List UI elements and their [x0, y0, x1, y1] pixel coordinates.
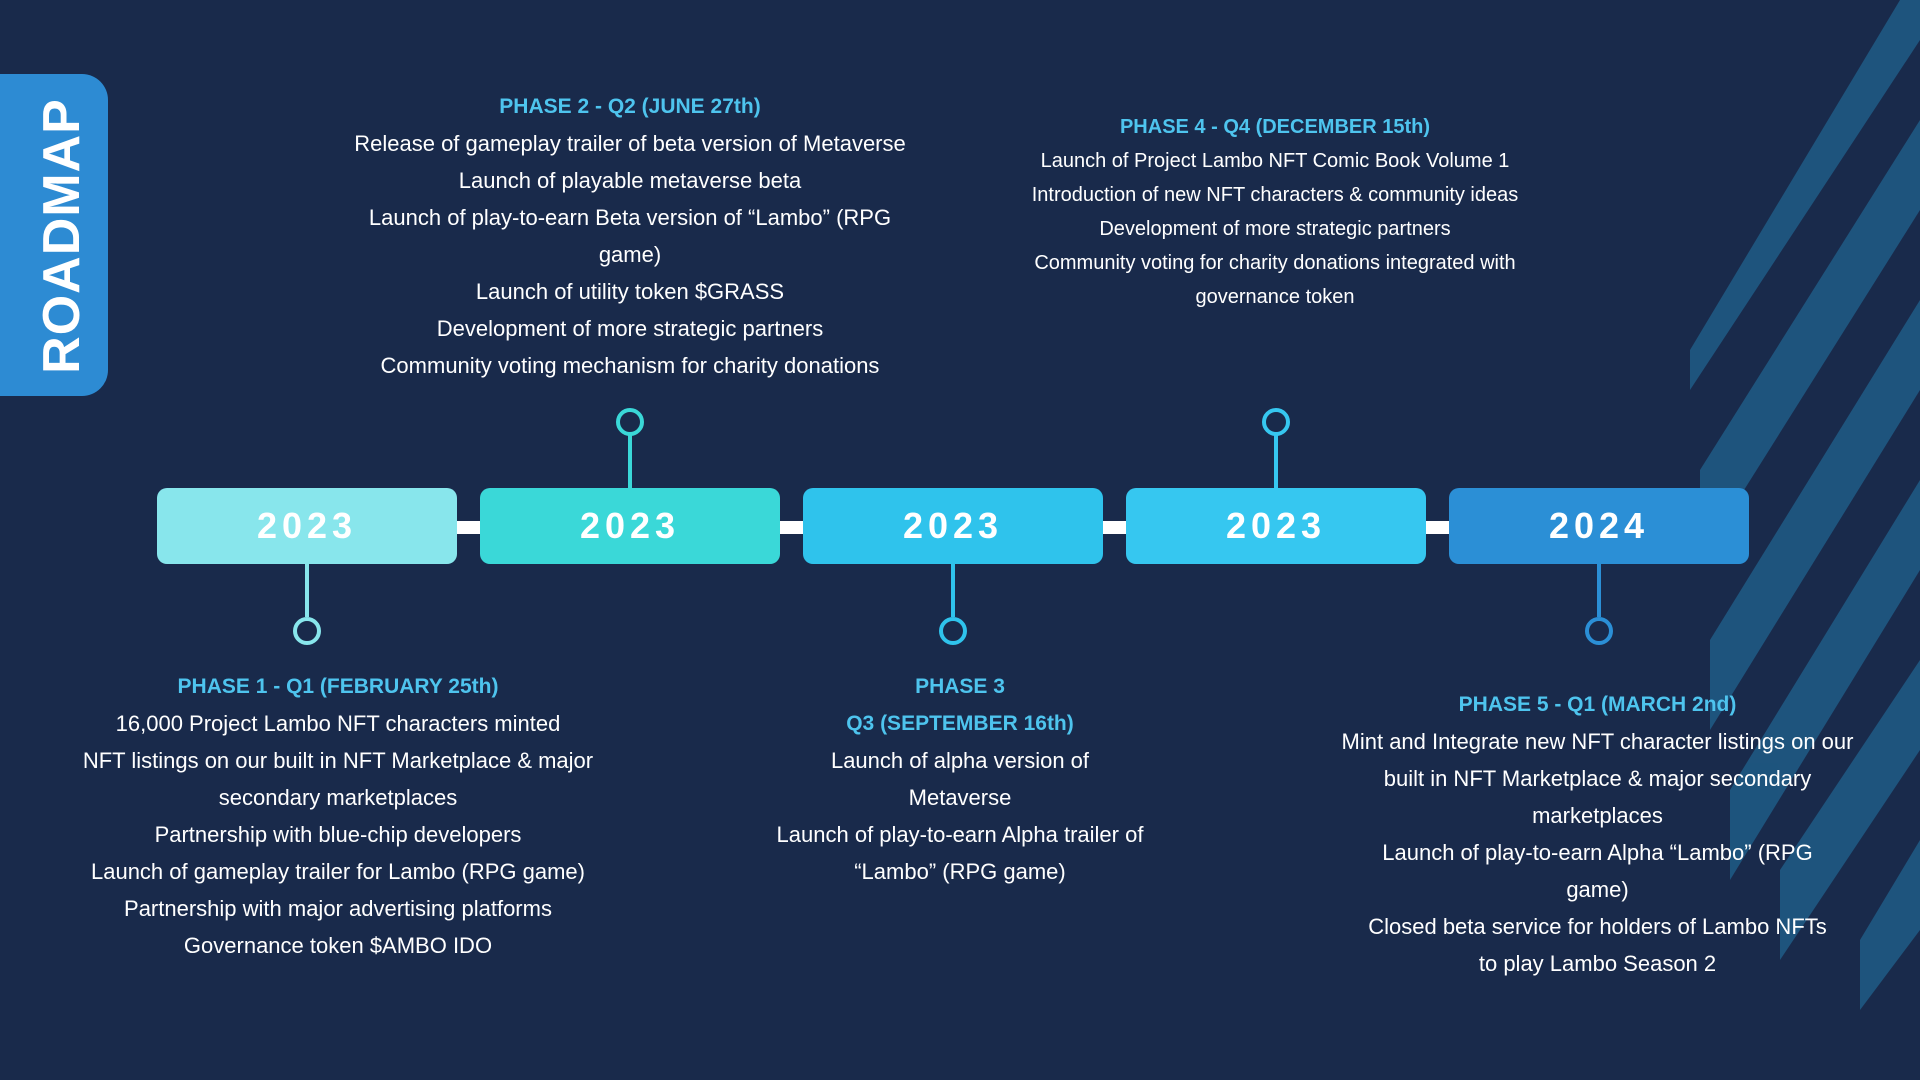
phase-1-item: NFT listings on our built in NFT Marketp… [82, 748, 594, 810]
phase-1-heading: PHASE 1 - Q1 (FEBRUARY 25th) [177, 675, 499, 698]
phase-2-item: Launch of playable metaverse beta [458, 168, 802, 193]
timeline-stem [305, 564, 309, 617]
timeline-stem [628, 432, 632, 488]
phase-4-item: Launch of Project Lambo NFT Comic Book V… [1040, 150, 1510, 172]
phase-2-item: Development of more strategic partners [436, 316, 824, 341]
phase-1-block: PHASE 1 - Q1 (FEBRUARY 25th) 16,000 Proj… [78, 668, 598, 964]
phase-5-heading: PHASE 5 - Q1 (MARCH 2nd) [1458, 693, 1737, 716]
phase-2-item: Launch of utility token $GRASS [475, 279, 785, 304]
phase-1-item: 16,000 Project Lambo NFT characters mint… [115, 711, 561, 736]
year-box-phase-1: 2023 [157, 488, 457, 564]
phase-2-item: Community voting mechanism for charity d… [380, 353, 880, 378]
year-box-phase-2: 2023 [480, 488, 780, 564]
phase-2-item: Release of gameplay trailer of beta vers… [354, 131, 906, 156]
phase-5-block: PHASE 5 - Q1 (MARCH 2nd) Mint and Integr… [1335, 686, 1860, 982]
phase-4-item: Introduction of new NFT characters & com… [1031, 184, 1519, 206]
roadmap-tab [0, 74, 108, 396]
phase-4-item: Community voting for charity donations i… [1034, 252, 1516, 308]
phase-1-item: Governance token $AMBO IDO [183, 933, 493, 958]
phase-5-item: Closed beta service for holders of Lambo… [1368, 914, 1827, 976]
roadmap-title: ROADMAP [33, 98, 91, 374]
phase-1-item: Partnership with blue-chip developers [154, 822, 522, 847]
timeline-node [1262, 408, 1290, 436]
timeline-node [293, 617, 321, 645]
phase-3-item: Launch of alpha version of Metaverse [830, 748, 1090, 810]
timeline-connector [455, 521, 480, 534]
timeline-stem [1274, 432, 1278, 488]
phase-2-item: Launch of play-to-earn Beta version of “… [368, 205, 892, 267]
phase-3-block: PHASE 3 Q3 (SEPTEMBER 16th) Launch of al… [755, 668, 1165, 890]
phase-3-item: Launch of play-to-earn Alpha trailer of … [776, 822, 1144, 884]
phase-2-block: PHASE 2 - Q2 (JUNE 27th) Release of game… [310, 88, 950, 384]
phase-3-heading: PHASE 3 [915, 675, 1005, 698]
year-box-phase-3: 2023 [803, 488, 1103, 564]
phase-1-item: Partnership with major advertising platf… [124, 896, 552, 921]
timeline-connector [778, 521, 803, 534]
phase-2-heading: PHASE 2 - Q2 (JUNE 27th) [499, 95, 761, 118]
timeline-node [939, 617, 967, 645]
timeline-connector [1424, 521, 1449, 534]
phase-5-item: Launch of play-to-earn Alpha “Lambo” (RP… [1382, 840, 1813, 902]
year-box-phase-5: 2024 [1449, 488, 1749, 564]
timeline-stem [951, 564, 955, 617]
year-box-phase-4: 2023 [1126, 488, 1426, 564]
phase-4-heading: PHASE 4 - Q4 (DECEMBER 15th) [1119, 116, 1431, 138]
phase-1-item: Launch of gameplay trailer for Lambo (RP… [90, 859, 585, 884]
timeline-connector [1101, 521, 1126, 534]
phase-4-item: Development of more strategic partners [1099, 218, 1451, 240]
phase-3-subheading: Q3 (SEPTEMBER 16th) [846, 712, 1074, 735]
timeline-stem [1597, 564, 1601, 617]
phase-5-item: Mint and Integrate new NFT character lis… [1341, 729, 1854, 828]
timeline-node [616, 408, 644, 436]
phase-4-block: PHASE 4 - Q4 (DECEMBER 15th) Launch of P… [1010, 110, 1540, 314]
timeline-node [1585, 617, 1613, 645]
